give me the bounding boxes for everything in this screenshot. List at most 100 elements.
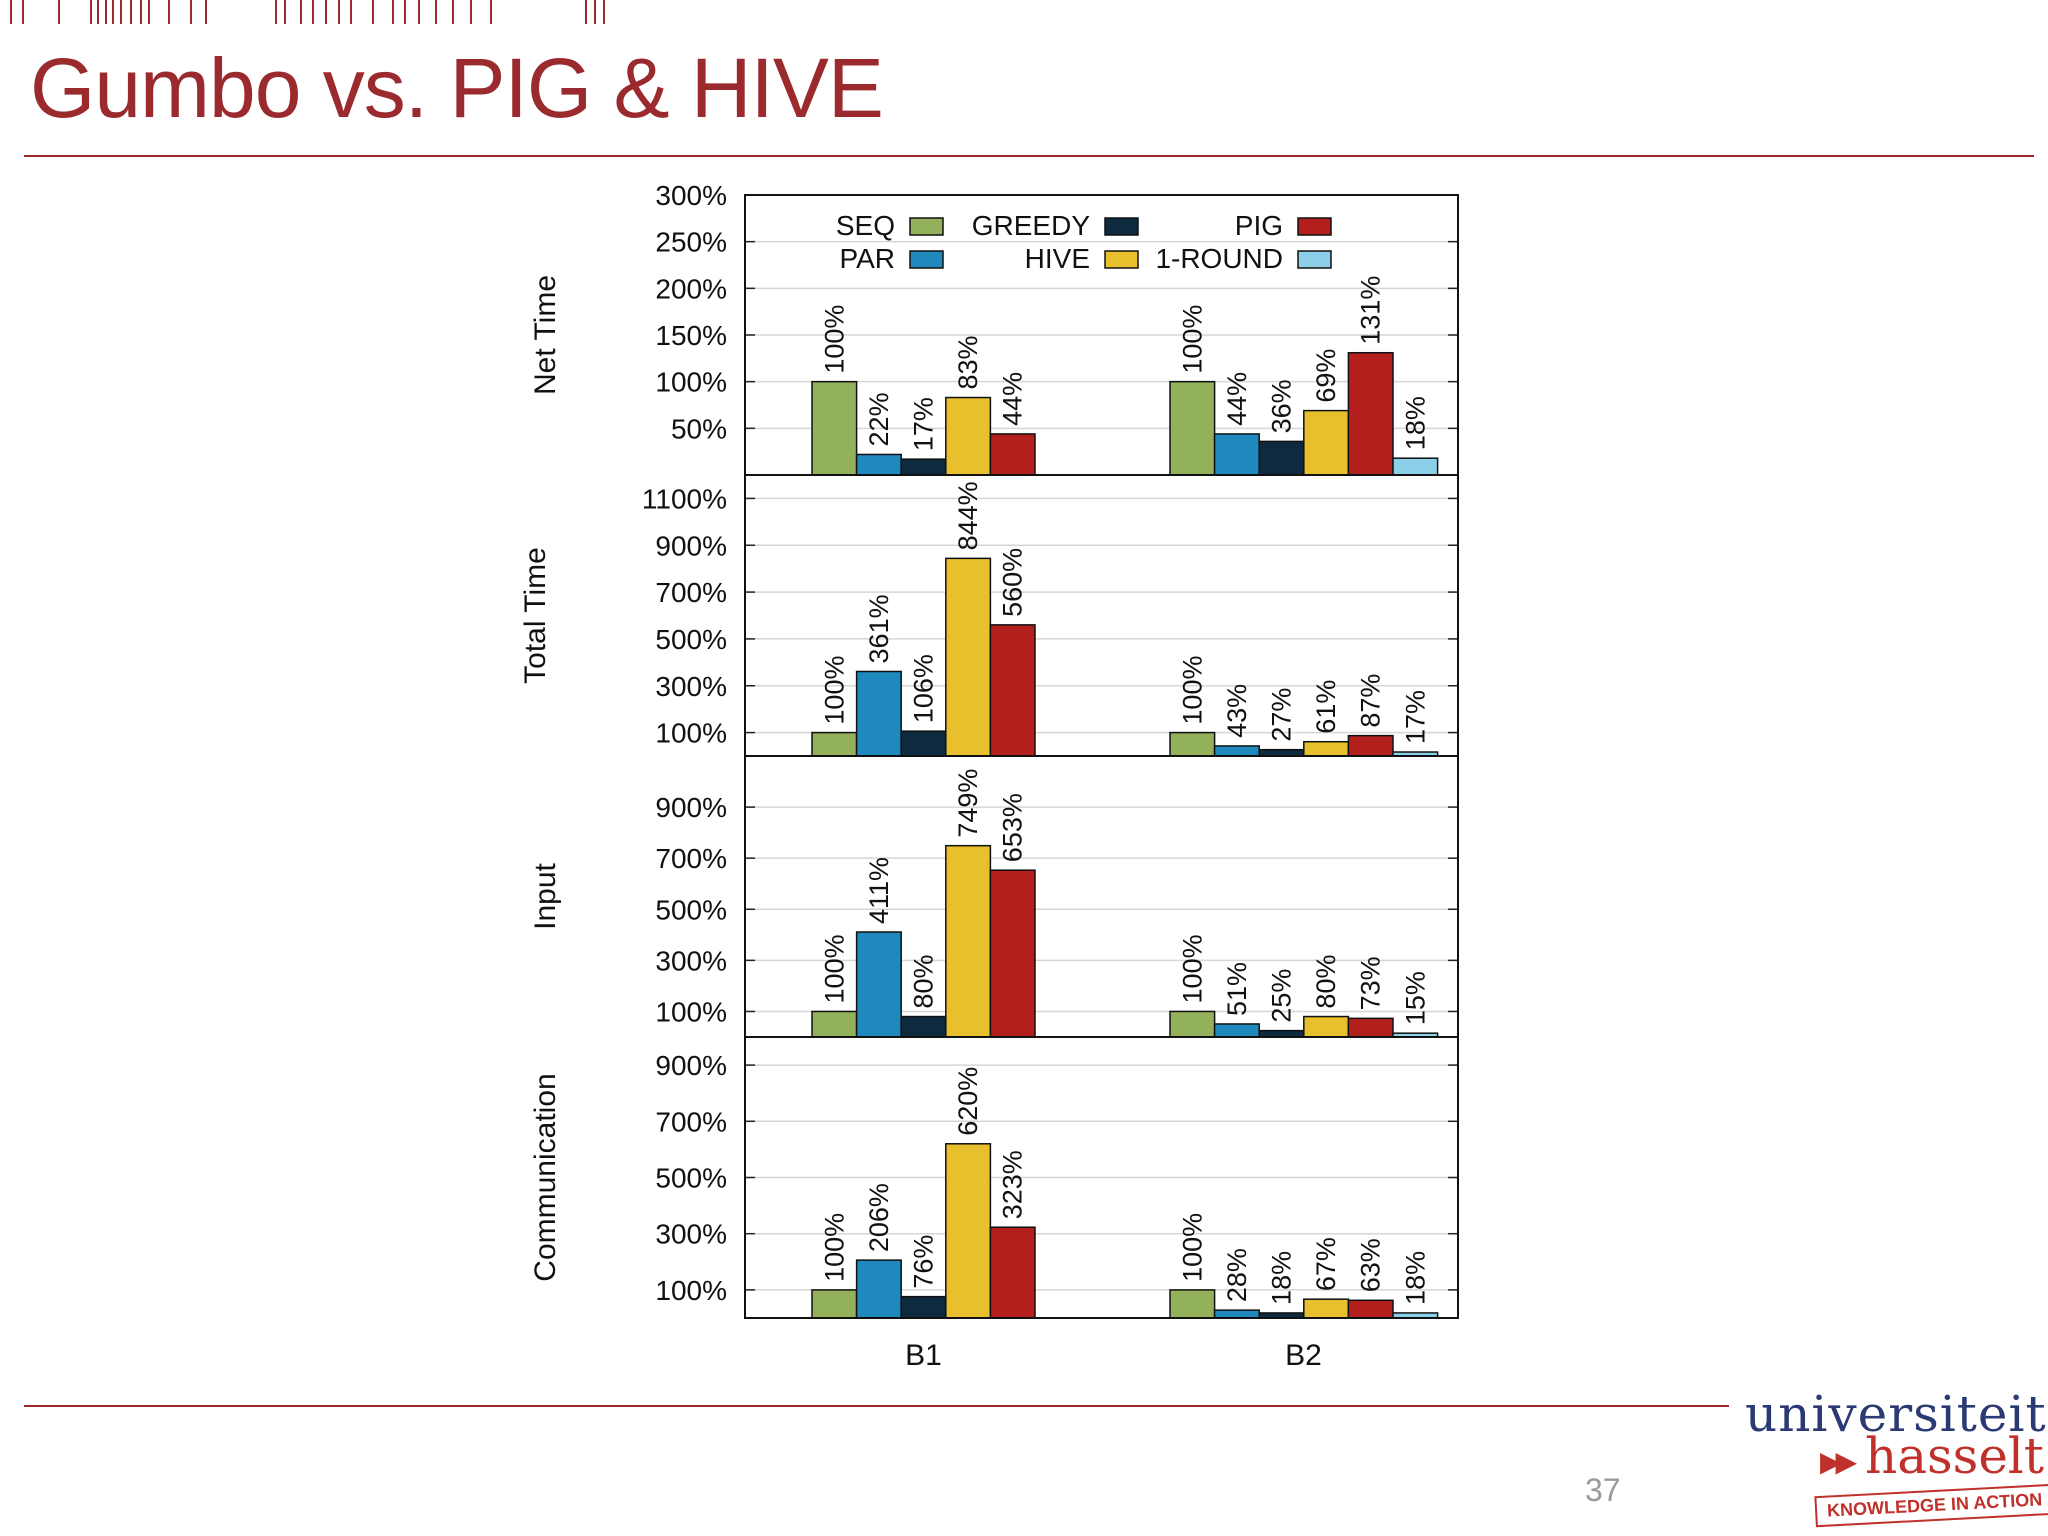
logo-arrows-icon: ▶▶ [1820,1446,1857,1477]
bar-value-label: 67% [1311,1237,1341,1291]
bar-value-label: 106% [909,654,939,723]
y-tick-label: 700% [655,843,727,874]
bar-greedy-b2 [1258,440,1305,476]
y-tick-label: 300% [655,671,727,702]
bar-hive-b1 [945,1143,992,1319]
bar-seq-b2 [1169,731,1216,757]
bar-pig-b1 [989,433,1036,476]
legend-label-seq: SEQ [836,210,895,241]
y-axis-label-total-time: Total Time [519,547,552,684]
y-axis-label-communication: Communication [529,1073,562,1281]
bar-hive-b2 [1303,1015,1350,1038]
bar-value-label: 43% [1222,684,1252,738]
y-tick-label: 100% [655,367,727,398]
bar-seq-b2 [1169,1289,1216,1319]
bar-par-b2 [1213,1309,1260,1319]
y-tick-label: 500% [655,624,727,655]
bar-greedy-b1 [900,1295,947,1319]
bar-value-label: 22% [864,392,894,446]
bar-value-label: 17% [909,397,939,451]
y-tick-label: 300% [655,945,727,976]
y-tick-label: 500% [655,1163,727,1194]
bar-value-label: 73% [1356,956,1386,1010]
bar-seq-b1 [811,731,858,757]
legend-swatch-pig [1297,217,1332,236]
bar-hive-b1 [945,396,992,476]
bar-value-label: 323% [998,1150,1028,1219]
legend-label-greedy: GREEDY [972,210,1091,241]
bar-value-label: 206% [864,1183,894,1252]
page-number: 37 [1585,1472,1621,1508]
bar-pig-b1 [989,869,1036,1038]
bar-value-label: 25% [1267,969,1297,1023]
bar-value-label: 61% [1311,680,1341,734]
bar-hive-b1 [945,557,992,757]
panel-frame [744,1036,1459,1319]
bar-seq-b1 [811,380,858,476]
x-tick-label-b1: B1 [905,1339,942,1372]
bar-value-label: 80% [1311,955,1341,1009]
bar-value-label: 15% [1400,971,1430,1025]
y-tick-label: 300% [655,1219,727,1250]
legend-label-pig: PIG [1235,210,1283,241]
legend-label-1-round: 1-ROUND [1155,243,1283,274]
bar-1-round-b2 [1392,457,1439,476]
bar-value-label: 51% [1222,962,1252,1016]
bar-value-label: 27% [1267,688,1297,742]
bar-pig-b2 [1347,1017,1394,1038]
x-tick-label-b2: B2 [1285,1339,1322,1372]
y-tick-label: 900% [655,530,727,561]
bar-pig-b2 [1347,1299,1394,1319]
bar-value-label: 44% [998,372,1028,426]
bar-seq-b1 [811,1010,858,1038]
bar-pig-b1 [989,1226,1036,1319]
y-axis-label-net-time: Net Time [529,275,562,395]
bar-value-label: 87% [1356,674,1386,728]
bar-value-label: 100% [819,934,849,1003]
bar-par-b2 [1213,433,1260,476]
bar-hive-b2 [1303,740,1350,757]
bar-seq-b2 [1169,1010,1216,1038]
y-tick-label: 250% [655,227,727,258]
bar-value-label: 100% [1177,934,1207,1003]
bar-value-label: 36% [1267,379,1297,433]
bar-value-label: 100% [819,1213,849,1282]
y-tick-label: 500% [655,894,727,925]
y-tick-label: 100% [655,1275,727,1306]
bar-value-label: 361% [864,594,894,663]
bar-chart: 50% 100% 150% 200% 250% 300% Net Time 100% 100% 2… [519,180,1459,1372]
bar-hive-b2 [1303,1298,1350,1319]
y-tick-label: 700% [655,1106,727,1137]
y-tick-label: 900% [655,792,727,823]
y-tick-label: 50% [671,413,727,444]
bar-seq-b1 [811,1289,858,1319]
decorative-barcode-ticks [10,0,605,24]
bar-value-label: 17% [1400,690,1430,744]
y-tick-label: 100% [655,996,727,1027]
bar-seq-b2 [1169,380,1216,476]
bar-value-label: 100% [819,305,849,374]
y-tick-label: 200% [655,273,727,304]
bar-value-label: 411% [864,857,894,924]
bar-value-label: 18% [1400,396,1430,450]
y-axis-label-input: Input [529,862,562,929]
legend-label-hive: HIVE [1025,243,1090,274]
bar-pig-b2 [1347,351,1394,476]
legend-label-par: PAR [840,243,896,274]
panel-frame [744,755,1459,1038]
bar-greedy-b1 [900,730,947,757]
bar-value-label: 44% [1222,372,1252,426]
bar-value-label: 844% [953,481,983,550]
bar-value-label: 100% [1177,305,1207,374]
bar-par-b1 [855,453,902,476]
bar-value-label: 131% [1356,276,1386,345]
university-logo: universiteit ▶▶ hasselt KNOWLEDGE IN ACT… [1735,1385,2048,1528]
legend-swatch-par [909,250,944,269]
bar-value-label: 76% [909,1235,939,1289]
y-tick-label: 1100% [642,483,727,514]
bar-value-label: 749% [953,769,983,838]
legend-swatch-hive [1104,250,1139,269]
bar-value-label: 80% [909,955,939,1009]
bar-value-label: 100% [1177,1213,1207,1282]
y-tick-label: 700% [655,577,727,608]
